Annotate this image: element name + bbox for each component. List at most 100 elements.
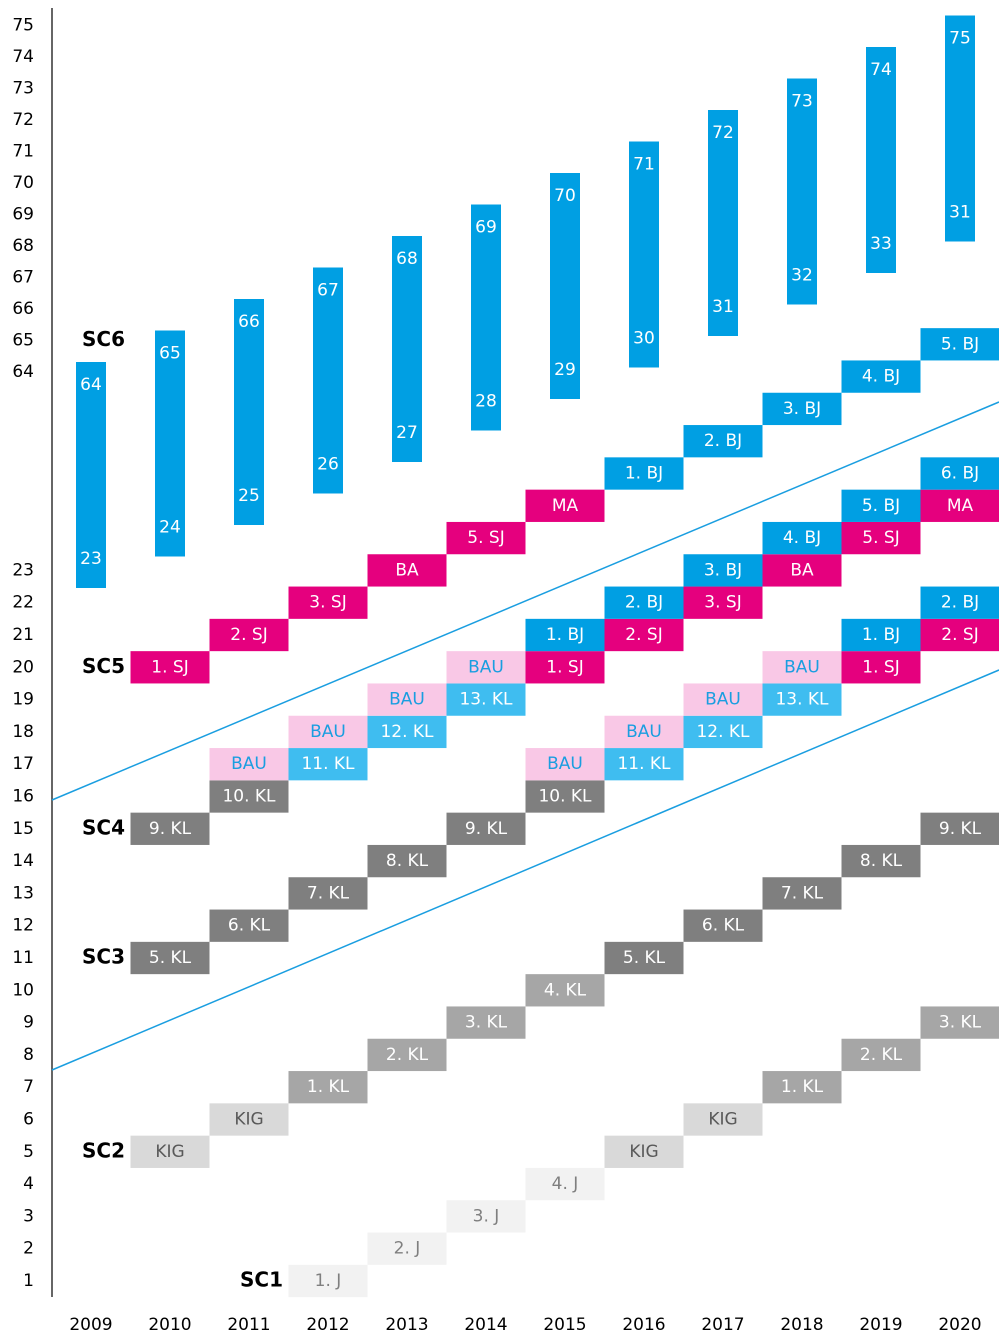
row-label: 23: [12, 560, 34, 580]
block: [525, 651, 605, 684]
block-label: BAU: [310, 722, 346, 742]
row-label: 68: [12, 236, 34, 256]
block-label: 12. KL: [696, 722, 750, 742]
block: [683, 909, 763, 942]
block: [920, 328, 999, 361]
block-label: 10. KL: [538, 787, 592, 807]
block-label: 2. BJ: [625, 593, 663, 613]
block-label: BAU: [231, 754, 267, 774]
block-label: BAU: [547, 754, 583, 774]
block: [367, 683, 447, 716]
year-label: 2018: [780, 1315, 823, 1335]
separator-line: [51, 669, 999, 1071]
block-label: MA: [947, 496, 974, 516]
range-bar: [392, 236, 422, 462]
block-label: 7. KL: [781, 883, 824, 903]
block: [920, 586, 999, 619]
row-label: 64: [12, 362, 34, 382]
row-label: 66: [12, 299, 34, 319]
block: [288, 715, 368, 749]
bar-top-label: 73: [791, 92, 813, 112]
block: [604, 586, 684, 619]
block-label: 5. BJ: [862, 496, 900, 516]
block-label: 4. KL: [544, 980, 587, 1000]
bar-bottom-label: 30: [633, 329, 655, 349]
block-label: KIG: [708, 1110, 737, 1130]
block: [130, 941, 210, 975]
bar-top-label: 70: [554, 186, 576, 206]
range-bar: [787, 78, 817, 305]
block-label: 2. SJ: [625, 625, 662, 645]
block: [604, 941, 684, 975]
block: [683, 1103, 763, 1136]
bar-top-label: 68: [396, 249, 418, 269]
block: [841, 618, 921, 652]
block-label: 12. KL: [380, 722, 434, 742]
row-label: 72: [12, 110, 34, 130]
row-label: 7: [23, 1077, 34, 1097]
block: [920, 812, 999, 845]
block-label: BAU: [389, 690, 425, 710]
row-label: 12: [12, 916, 34, 936]
block-label: 8. KL: [860, 851, 903, 871]
block: [762, 877, 842, 910]
range-bar: [550, 173, 580, 399]
block: [604, 748, 684, 781]
block: [288, 1071, 368, 1104]
block: [920, 618, 999, 652]
stage-label: SC3: [82, 945, 125, 969]
block-label: 10. KL: [222, 787, 276, 807]
bar-bottom-label: 31: [949, 203, 971, 223]
block: [762, 651, 842, 684]
row-label: 6: [23, 1110, 34, 1130]
block: [683, 586, 763, 619]
block-label: 13. KL: [775, 690, 829, 710]
bar-bottom-label: 26: [317, 455, 339, 475]
block: [446, 521, 526, 555]
bar-top-label: 65: [159, 344, 181, 364]
block-label: 5. SJ: [467, 528, 504, 548]
block: [604, 457, 684, 490]
bar-top-label: 64: [80, 375, 102, 395]
bar-bottom-label: 31: [712, 297, 734, 317]
bar-bottom-label: 29: [554, 360, 576, 380]
block: [130, 812, 210, 845]
stage-label: SC5: [82, 654, 125, 678]
block-label: 13. KL: [459, 690, 513, 710]
block-label: 11. KL: [617, 754, 671, 774]
year-label: 2016: [622, 1315, 665, 1335]
block: [209, 1103, 289, 1136]
bar-bottom-label: 23: [80, 549, 102, 569]
block-label: MA: [552, 496, 579, 516]
block: [762, 521, 842, 555]
block-label: 6. BJ: [941, 464, 979, 484]
bar-bottom-label: 28: [475, 392, 497, 412]
row-label: 19: [12, 690, 34, 710]
year-label: 2012: [306, 1315, 349, 1335]
stage-label: SC1: [240, 1268, 283, 1292]
year-label: 2010: [148, 1315, 191, 1335]
block: [367, 844, 447, 878]
block-label: KIG: [234, 1110, 263, 1130]
bar-top-label: 74: [870, 60, 892, 80]
block: [209, 780, 289, 813]
block-label: 2. BJ: [941, 593, 979, 613]
range-bar: [234, 299, 264, 525]
range-bar: [945, 15, 975, 242]
row-label: 4: [23, 1174, 34, 1194]
bar-top-label: 75: [949, 29, 971, 49]
block: [920, 489, 999, 522]
range-bar: [629, 141, 659, 368]
block-label: 3. J: [473, 1206, 500, 1226]
block-label: 1. J: [315, 1271, 342, 1291]
block-label: 1. SJ: [151, 657, 188, 677]
block: [604, 1135, 684, 1168]
row-label: 74: [12, 47, 34, 67]
bar-bottom-label: 24: [159, 518, 181, 538]
stage-label: SC2: [82, 1138, 125, 1162]
block: [525, 618, 605, 652]
block: [683, 425, 763, 458]
block: [683, 554, 763, 587]
block-label: BA: [395, 560, 419, 580]
block-label: 6. KL: [228, 916, 271, 936]
